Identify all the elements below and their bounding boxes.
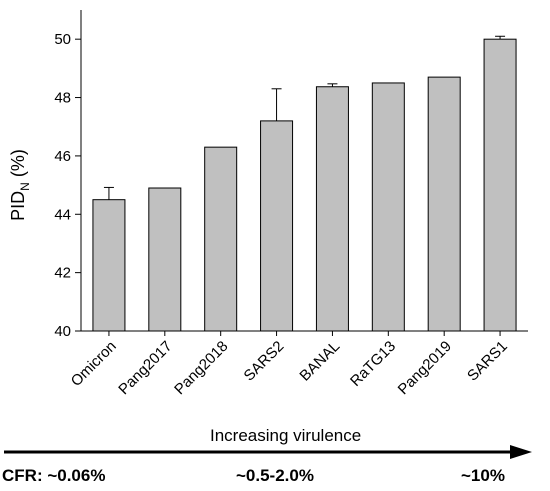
y-axis-label-main: PID [8,191,28,221]
y-tick-label: 40 [54,323,71,340]
axes-layer [80,10,528,332]
y-tick-label: 46 [54,148,71,165]
arrow-head [510,445,532,459]
cfr-label-right: ~10% [461,466,505,485]
y-tick-label: 48 [54,90,71,107]
bar-banal [315,86,349,332]
x-tick-label: Pang2017 [115,338,175,398]
cfr-label-middle: ~0.5-2.0% [236,466,314,485]
cfr-label-left: CFR: ~0.06% [2,466,106,485]
x-tick-label: Omicron [68,338,120,390]
y-axis-label: PIDN (%) [8,149,32,221]
bar-sars1 [483,38,517,332]
arrow-label: Increasing virulence [210,426,362,445]
x-tick-label: BANAL [296,338,343,385]
y-tick-label: 50 [54,31,71,48]
y-tick-label: 42 [54,265,71,282]
y-axis-label-subscript: N [18,182,32,191]
bar-pang2017 [148,187,182,332]
x-tick-label: SARS2 [241,338,288,385]
y-tick-label: 44 [54,206,71,223]
bar-sars2 [260,120,294,332]
virulence-arrow [4,445,532,459]
error-bars-layer [103,35,506,200]
bars-layer [92,38,517,332]
x-tick-label: RaTG13 [347,338,399,390]
bar-pang2018 [204,146,238,332]
x-tick-label: Pang2018 [171,338,231,398]
x-tick-label: SARS1 [464,338,511,385]
bar-pang2019 [427,76,461,332]
bar-ratg13 [371,82,405,332]
bar-omicron [92,199,126,332]
x-tick-label: Pang2019 [395,338,455,398]
y-ticks-layer: 40 42 44 46 48 50 [54,31,81,340]
y-axis-label-unit: (%) [8,149,28,182]
